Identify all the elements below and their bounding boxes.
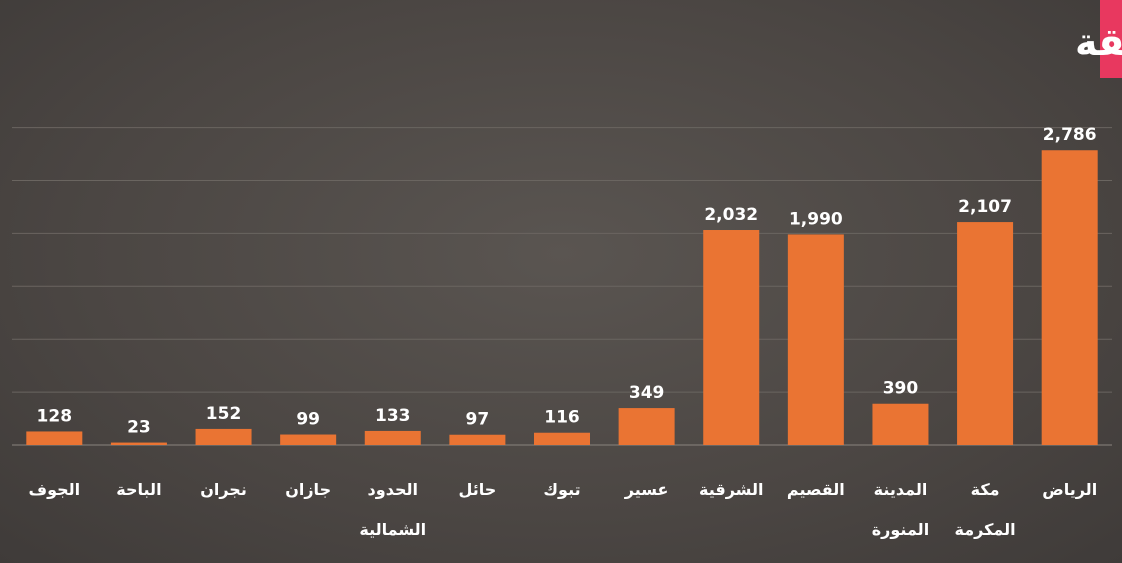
data-label: 390 <box>883 379 919 399</box>
data-label: 99 <box>296 410 320 430</box>
category-tick-label: الرياض <box>1042 480 1097 499</box>
category-tick-label: الحدود <box>368 480 418 499</box>
category-tick-label: مكة <box>971 480 1000 499</box>
category-tick-label: عسير <box>624 480 669 499</box>
category-labels: الرياض مكة المكرمة المدينة المنورة القصيم الشر… <box>28 480 1097 539</box>
bar <box>618 408 675 445</box>
category-tick-label: القصيم <box>787 480 845 499</box>
category-tick-label: تبوك <box>543 480 580 499</box>
bars <box>26 150 1098 445</box>
chart-title: عدد تراخيص أنشطة قطاع نقل البضائع والبري… <box>1075 17 1122 65</box>
accent-strip <box>1100 0 1122 78</box>
data-label: 97 <box>466 410 490 430</box>
bar <box>449 434 506 445</box>
bar <box>26 431 83 445</box>
category-tick-label: جازان <box>285 480 331 499</box>
category-tick-label: حائل <box>458 480 496 499</box>
data-label: 128 <box>37 406 73 426</box>
bar <box>110 442 167 445</box>
data-label: 1,990 <box>789 209 843 229</box>
data-label: 349 <box>629 383 665 403</box>
data-label: 2,107 <box>958 197 1012 217</box>
data-label: 116 <box>544 408 580 428</box>
bar <box>957 222 1014 445</box>
category-tick-label: المكرمة <box>955 520 1016 539</box>
bar <box>195 428 252 445</box>
bar <box>872 403 929 445</box>
data-label: 2,032 <box>704 205 758 225</box>
bar <box>534 432 590 445</box>
category-tick-label: الجوف <box>28 480 80 499</box>
category-tick-label: الباحة <box>116 480 161 499</box>
bar <box>1041 150 1098 445</box>
value-labels: 2,786 2,107 390 1,990 2,032 349 116 97 133 99 152 2… <box>37 125 1097 437</box>
category-tick-label: المدينة <box>874 480 928 499</box>
category-tick-label: الشرقية <box>699 480 763 499</box>
data-label: 23 <box>127 418 151 438</box>
bar <box>787 234 844 445</box>
bar <box>703 230 760 445</box>
bar <box>364 430 421 445</box>
category-tick-label: المنورة <box>872 520 929 539</box>
category-tick-label: الشمالية <box>359 520 426 539</box>
data-label: 2,786 <box>1043 125 1097 145</box>
data-label: 152 <box>206 404 242 424</box>
gridlines <box>12 127 1112 446</box>
data-label: 133 <box>375 406 411 426</box>
bar <box>280 434 337 445</box>
category-tick-label: نجران <box>200 480 247 499</box>
